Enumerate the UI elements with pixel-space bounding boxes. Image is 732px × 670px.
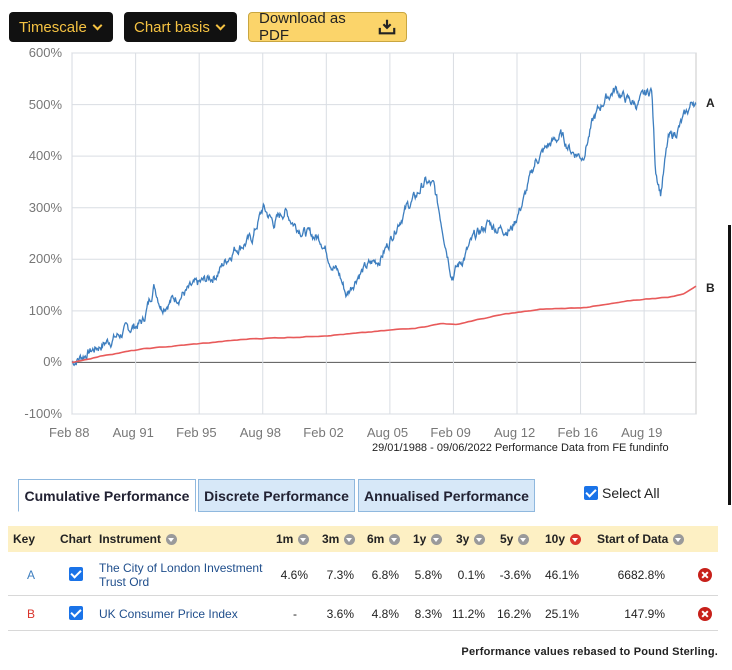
timescale-dropdown[interactable]: Timescale bbox=[9, 12, 113, 42]
col-chart: Chart bbox=[60, 532, 92, 546]
download-icon bbox=[378, 19, 396, 35]
col-key: Key bbox=[13, 532, 36, 546]
instrument-link[interactable]: UK Consumer Price Index bbox=[99, 607, 238, 621]
cell-6m: 6.8% bbox=[371, 568, 399, 582]
table-row: A The City of London Investment Trust Or… bbox=[8, 553, 718, 596]
y-tick-label: 300% bbox=[28, 199, 62, 215]
col-3m[interactable]: 3m bbox=[322, 532, 356, 546]
series-a-end-label: A bbox=[706, 96, 715, 110]
x-tick-label: Feb 95 bbox=[176, 425, 217, 440]
x-tick-label: Aug 05 bbox=[366, 425, 409, 440]
table-row: B UK Consumer Price Index - 3.6% 4.8% 8.… bbox=[8, 597, 718, 631]
sort-active-icon[interactable] bbox=[570, 533, 582, 545]
col-10y[interactable]: 10y bbox=[545, 532, 582, 546]
download-pdf-label: Download as PDF bbox=[259, 10, 346, 44]
series-line-a bbox=[71, 85, 697, 367]
data-credit: 29/01/1988 - 09/06/2022 Performance Data… bbox=[372, 442, 669, 454]
x-tick-label: Aug 91 bbox=[112, 425, 154, 440]
cell-5y: 16.2% bbox=[496, 607, 531, 621]
cell-10y: 25.1% bbox=[544, 607, 579, 621]
tab-annualised-performance[interactable]: Annualised Performance bbox=[358, 479, 535, 512]
row-key: B bbox=[27, 607, 36, 621]
chart-basis-dropdown[interactable]: Chart basis bbox=[124, 12, 237, 42]
sort-icon[interactable] bbox=[673, 533, 685, 545]
cell-10y: 46.1% bbox=[544, 568, 579, 582]
cell-1m: - bbox=[293, 607, 297, 621]
col-6m[interactable]: 6m bbox=[367, 532, 401, 546]
y-tick-label: 500% bbox=[28, 96, 62, 112]
table-header: Key Chart Instrument 1m 3m 6m 1y 3y 5y 1… bbox=[8, 526, 718, 552]
y-tick-label: 400% bbox=[28, 148, 62, 164]
x-tick-label: Aug 19 bbox=[621, 425, 663, 440]
plot-area bbox=[71, 52, 697, 415]
cell-start-of-data: 6682.8% bbox=[617, 568, 665, 582]
remove-icon[interactable] bbox=[698, 568, 712, 582]
col-1y[interactable]: 1y bbox=[413, 532, 443, 546]
performance-line-chart bbox=[71, 52, 697, 415]
sort-icon[interactable] bbox=[518, 533, 530, 545]
x-tick-label: Feb 02 bbox=[303, 425, 344, 440]
y-tick-label: 0% bbox=[43, 354, 62, 370]
chart-basis-label: Chart basis bbox=[134, 18, 210, 36]
sort-icon[interactable] bbox=[474, 533, 486, 545]
series-b-end-label: B bbox=[706, 281, 715, 295]
sort-icon[interactable] bbox=[389, 533, 401, 545]
series-line-b bbox=[71, 285, 697, 364]
sort-icon[interactable] bbox=[298, 533, 310, 545]
side-panel-edge bbox=[728, 225, 731, 505]
y-tick-label: 100% bbox=[28, 302, 62, 318]
x-tick-label: Aug 98 bbox=[239, 425, 281, 440]
cell-3m: 7.3% bbox=[326, 568, 354, 582]
cell-3y: 11.2% bbox=[451, 607, 485, 621]
cell-3y: 0.1% bbox=[457, 568, 485, 582]
sort-icon[interactable] bbox=[431, 533, 443, 545]
cell-start-of-data: 147.9% bbox=[624, 607, 665, 621]
x-tick-label: Feb 09 bbox=[430, 425, 471, 440]
select-all-checkbox[interactable] bbox=[584, 486, 598, 500]
row-key: A bbox=[27, 568, 36, 582]
timescale-label: Timescale bbox=[19, 18, 87, 36]
col-start-of-data[interactable]: Start of Data bbox=[597, 532, 685, 546]
tab-discrete-performance[interactable]: Discrete Performance bbox=[198, 479, 355, 512]
col-3y[interactable]: 3y bbox=[456, 532, 486, 546]
col-instrument[interactable]: Instrument bbox=[99, 532, 178, 546]
cell-1y: 8.3% bbox=[414, 607, 442, 621]
x-tick-label: Aug 12 bbox=[493, 425, 536, 440]
select-all-label: Select All bbox=[602, 485, 660, 501]
download-pdf-button[interactable]: Download as PDF bbox=[248, 10, 407, 44]
col-1m[interactable]: 1m bbox=[276, 532, 310, 546]
y-tick-label: -100% bbox=[24, 406, 62, 421]
x-tick-label: Feb 16 bbox=[557, 425, 599, 440]
row-chart-checkbox[interactable] bbox=[69, 567, 83, 584]
footer-note: Performance values rebased to Pound Ster… bbox=[461, 646, 718, 658]
remove-icon[interactable] bbox=[698, 607, 712, 621]
cell-6m: 4.8% bbox=[371, 607, 399, 621]
y-tick-label: 600% bbox=[28, 45, 62, 60]
instrument-link[interactable]: The City of London Investment Trust Ord bbox=[99, 561, 263, 589]
cell-1m: 4.6% bbox=[280, 568, 308, 582]
row-chart-checkbox[interactable] bbox=[69, 606, 83, 623]
cell-3m: 3.6% bbox=[326, 607, 354, 621]
select-all-control[interactable]: Select All bbox=[584, 485, 660, 501]
x-tick-label: Feb 88 bbox=[49, 425, 90, 440]
y-tick-label: 200% bbox=[28, 251, 62, 267]
cell-5y: -3.6% bbox=[499, 568, 531, 582]
col-5y[interactable]: 5y bbox=[500, 532, 530, 546]
sort-icon[interactable] bbox=[166, 533, 178, 545]
cell-1y: 5.8% bbox=[414, 568, 442, 582]
tab-cumulative-performance[interactable]: Cumulative Performance bbox=[18, 479, 196, 512]
sort-icon[interactable] bbox=[344, 533, 356, 545]
